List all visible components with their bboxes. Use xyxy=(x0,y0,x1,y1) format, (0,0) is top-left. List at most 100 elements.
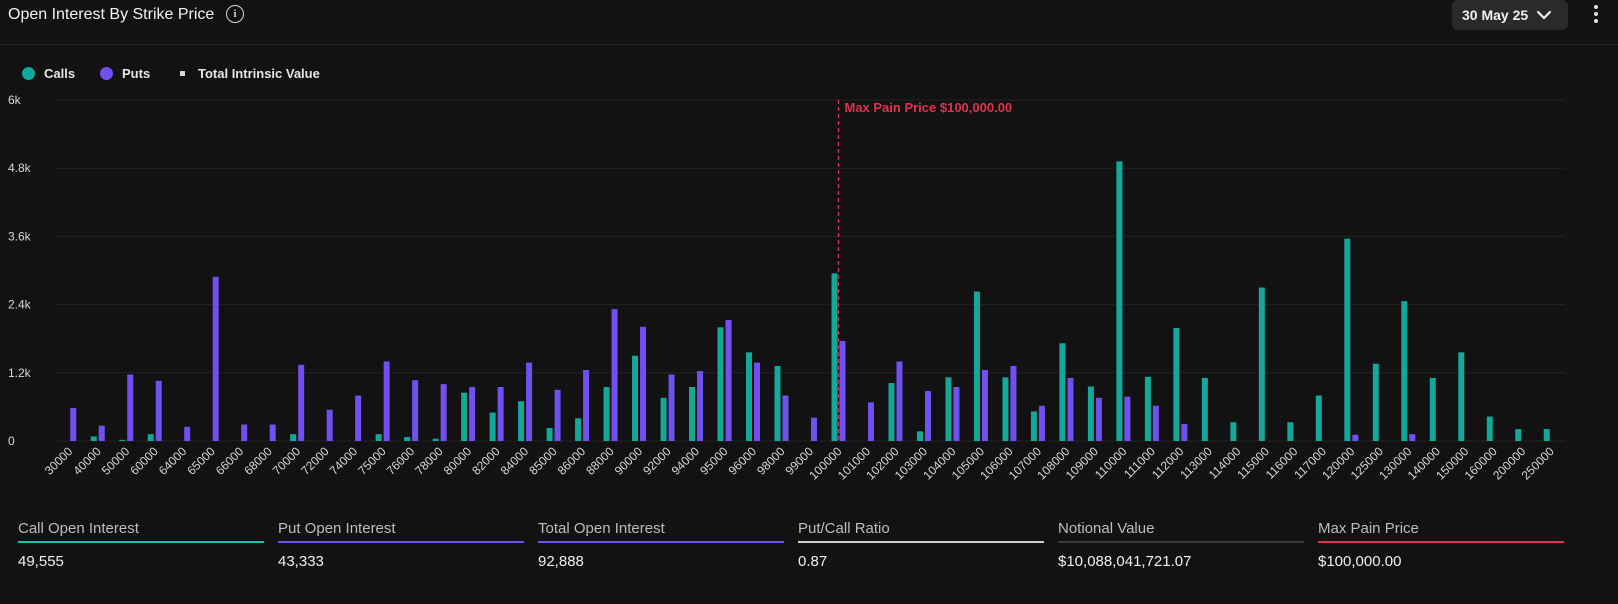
stat-underline xyxy=(18,541,264,543)
bar-puts-86000 xyxy=(583,369,590,441)
bar-calls-109000 xyxy=(1087,386,1094,441)
bar-calls-160000 xyxy=(1486,416,1493,441)
calls-legend-marker xyxy=(22,67,35,80)
bar-calls-114000 xyxy=(1230,422,1237,441)
bar-puts-112000 xyxy=(1181,423,1188,441)
bar-calls-115000 xyxy=(1258,287,1265,441)
intrinsic-legend-marker xyxy=(180,71,185,76)
bar-calls-98000 xyxy=(774,365,781,441)
bar-calls-88000 xyxy=(603,387,610,441)
info-icon[interactable]: i xyxy=(226,5,244,23)
bar-puts-80000 xyxy=(469,387,476,441)
bar-calls-40000 xyxy=(90,436,97,441)
bar-puts-68000 xyxy=(269,424,276,441)
stat-label: Total Open Interest xyxy=(538,520,665,537)
stat-underline xyxy=(538,541,784,543)
legend-label-intrinsic: Total Intrinsic Value xyxy=(198,66,320,81)
y-tick-label: 2.4k xyxy=(8,298,32,312)
bar-calls-125000 xyxy=(1372,363,1379,441)
bar-puts-75000 xyxy=(383,361,390,441)
x-tick-label: 95000 xyxy=(697,444,731,478)
bar-puts-78000 xyxy=(440,384,447,441)
x-tick-label: 84000 xyxy=(498,444,532,478)
bar-calls-102000 xyxy=(888,383,895,441)
bar-calls-150000 xyxy=(1458,352,1465,441)
puts-legend-marker xyxy=(100,67,113,80)
bar-calls-117000 xyxy=(1315,395,1322,441)
bar-puts-108000 xyxy=(1067,377,1074,441)
bar-calls-116000 xyxy=(1287,422,1294,441)
legend-label-puts: Puts xyxy=(122,66,151,81)
bar-calls-80000 xyxy=(461,392,468,441)
x-tick-label: 78000 xyxy=(412,444,446,478)
bar-calls-95000 xyxy=(717,327,724,441)
bar-calls-113000 xyxy=(1201,377,1208,441)
stat-max-pain-price: Max Pain Price $100,000.00 xyxy=(1318,520,1564,570)
x-tick-label: 80000 xyxy=(441,444,475,478)
bar-calls-200000 xyxy=(1515,429,1522,441)
bar-puts-40000 xyxy=(98,425,105,441)
more-options-icon[interactable] xyxy=(1590,2,1602,28)
page-title: Open Interest By Strike Price xyxy=(8,6,215,23)
bar-calls-76000 xyxy=(404,437,411,441)
x-tick-label: 98000 xyxy=(754,444,788,478)
bar-puts-111000 xyxy=(1152,405,1159,441)
bar-puts-109000 xyxy=(1095,397,1102,441)
bar-calls-82000 xyxy=(489,412,496,441)
bar-puts-76000 xyxy=(412,380,419,441)
bar-puts-66000 xyxy=(241,424,248,441)
x-tick-label: 85000 xyxy=(526,444,560,478)
bar-puts-120000 xyxy=(1352,434,1359,441)
stat-underline xyxy=(798,541,1044,543)
date-dropdown[interactable]: 30 May 25 xyxy=(1452,0,1568,30)
bar-puts-103000 xyxy=(924,390,931,441)
bar-calls-85000 xyxy=(546,427,553,441)
bar-calls-105000 xyxy=(973,291,980,441)
chevron-down-icon xyxy=(1536,10,1552,20)
bar-puts-94000 xyxy=(697,371,704,441)
bar-calls-70000 xyxy=(290,434,297,441)
legend-item-intrinsic[interactable]: Total Intrinsic Value xyxy=(178,66,320,81)
bar-calls-90000 xyxy=(632,355,639,441)
max-pain-label: Max Pain Price $100,000.00 xyxy=(844,100,1012,115)
bar-puts-130000 xyxy=(1409,434,1416,441)
bar-puts-107000 xyxy=(1038,405,1045,441)
bar-puts-101000 xyxy=(867,402,874,441)
bar-puts-104000 xyxy=(953,387,960,441)
x-tick-label: 66000 xyxy=(213,444,247,478)
bar-puts-60000 xyxy=(155,380,162,441)
bar-calls-50000 xyxy=(119,439,126,441)
x-tick-label: 30000 xyxy=(42,444,76,478)
stat-value: 0.87 xyxy=(798,553,828,570)
x-tick-label: 68000 xyxy=(241,444,275,478)
bar-calls-120000 xyxy=(1344,238,1351,441)
bar-calls-130000 xyxy=(1401,301,1408,441)
bar-puts-50000 xyxy=(127,374,134,441)
y-tick-label: 1.2k xyxy=(8,366,32,380)
stat-notional-value: Notional Value $10,088,041,721.07 xyxy=(1058,520,1304,570)
bar-calls-140000 xyxy=(1429,377,1436,441)
x-tick-label: 60000 xyxy=(127,444,161,478)
stat-label: Call Open Interest xyxy=(18,520,139,537)
bar-calls-104000 xyxy=(945,377,952,441)
stat-label: Max Pain Price xyxy=(1318,520,1419,537)
bar-calls-84000 xyxy=(518,401,525,441)
y-tick-label: 6k xyxy=(8,93,22,107)
stat-label: Put Open Interest xyxy=(278,520,396,537)
bar-calls-78000 xyxy=(432,438,439,441)
bar-calls-86000 xyxy=(575,418,582,441)
stat-underline xyxy=(1318,541,1564,543)
stat-underline xyxy=(1058,541,1304,543)
legend-item-puts[interactable]: Puts xyxy=(100,66,150,81)
bar-calls-107000 xyxy=(1030,411,1037,441)
x-tick-label: 96000 xyxy=(726,444,760,478)
bar-puts-30000 xyxy=(70,408,77,441)
legend-item-calls[interactable]: Calls xyxy=(22,66,75,81)
stat-label: Put/Call Ratio xyxy=(798,520,890,537)
bar-puts-65000 xyxy=(212,276,219,441)
bar-calls-112000 xyxy=(1173,327,1180,441)
x-tick-label: 74000 xyxy=(327,444,361,478)
bar-puts-105000 xyxy=(981,369,988,441)
bar-calls-100000 xyxy=(831,273,838,441)
x-tick-label: 76000 xyxy=(384,444,418,478)
